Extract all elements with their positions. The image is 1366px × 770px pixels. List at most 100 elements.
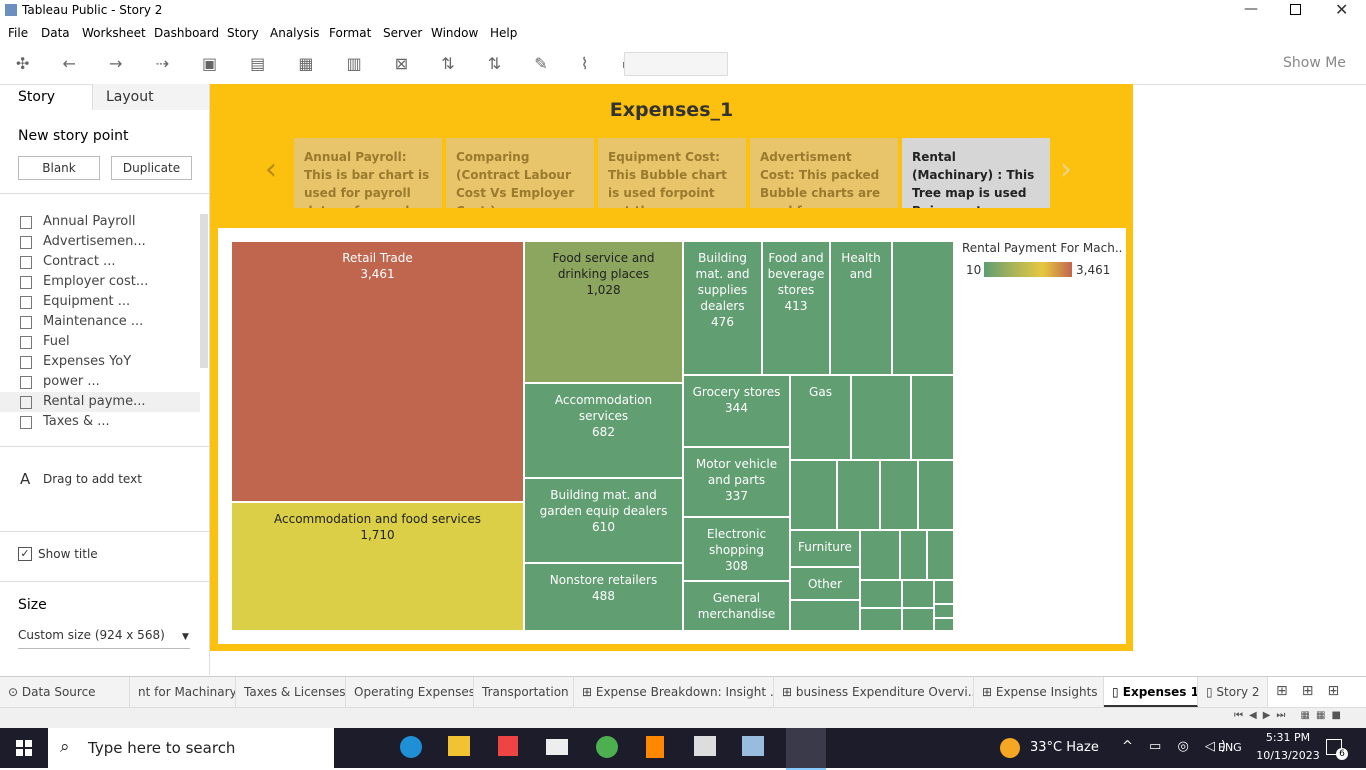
treemap-cell xyxy=(860,608,902,631)
cell-label: Accommodation and food services xyxy=(274,512,481,526)
sheet-tab[interactable]: Taxes & Licenses xyxy=(236,677,346,707)
store[interactable] xyxy=(498,736,518,756)
sheet-tab[interactable]: Transportation xyxy=(474,677,574,707)
menu-item[interactable]: Server xyxy=(383,26,423,40)
sheet-item[interactable]: Advertisemen... xyxy=(0,232,200,252)
treemap-cell xyxy=(900,530,927,580)
treemap-cell[interactable]: Building mat. and garden equip dealers 61… xyxy=(524,478,683,563)
edge[interactable] xyxy=(400,736,422,758)
notification-count: 6 xyxy=(1336,748,1348,760)
story-point[interactable]: Annual Payroll: This is bar chart is use… xyxy=(294,138,442,208)
treemap-cell[interactable]: Food service and drinking places 1,028 xyxy=(524,241,683,383)
treemap-cell[interactable]: Motor vehicle and parts 337 xyxy=(683,447,790,517)
field-dropdown[interactable] xyxy=(624,52,728,76)
notifications[interactable] xyxy=(1326,739,1342,755)
start[interactable] xyxy=(16,740,32,756)
menu-item[interactable]: Story xyxy=(227,26,259,40)
story-point[interactable]: Rental (Machinary) : This Tree map is us… xyxy=(902,138,1050,208)
sheet-tab[interactable]: ▯ Story 2 xyxy=(1198,677,1268,707)
cell-label: Accommodation services xyxy=(554,393,653,423)
sheet-tab[interactable]: ⊙ Data Source xyxy=(0,677,130,707)
mail[interactable] xyxy=(546,739,568,755)
window-title: Tableau Public - Story 2 xyxy=(22,3,163,17)
treemap-cell[interactable]: Accommodation services 682 xyxy=(524,383,683,478)
treemap-cell[interactable]: Electronic shopping 308 xyxy=(683,517,790,581)
treemap-cell xyxy=(934,604,954,618)
treemap-cell[interactable]: Health and xyxy=(830,241,892,375)
weather-icon xyxy=(1000,738,1020,758)
vlc[interactable] xyxy=(646,736,664,758)
next-arrow[interactable]: › xyxy=(1060,152,1072,187)
menu-item[interactable]: Dashboard xyxy=(154,26,220,40)
treemap-cell[interactable]: Nonstore retailers 488 xyxy=(524,563,683,631)
duplicate-button[interactable]: Duplicate xyxy=(111,156,192,180)
menu-item[interactable]: Data xyxy=(41,26,70,40)
explorer[interactable] xyxy=(448,736,470,756)
menu-item[interactable]: Analysis xyxy=(270,26,320,40)
menu-item[interactable]: Worksheet xyxy=(82,26,146,40)
story-point[interactable]: Comparing (Contract Labour Cost Vs Emplo… xyxy=(446,138,594,208)
tab-icon: ⊙ xyxy=(8,685,22,699)
close[interactable]: ✕ xyxy=(1335,0,1349,19)
sheet-item[interactable]: Fuel xyxy=(0,332,200,352)
sheet-item[interactable]: Rental payme... xyxy=(0,392,200,412)
sheet-item[interactable]: Taxes & ... xyxy=(0,412,200,432)
menu-item[interactable]: Help xyxy=(490,26,518,40)
menu-item[interactable]: Format xyxy=(329,26,372,40)
sheet-tab[interactable]: ▯ Expenses 1 xyxy=(1104,677,1198,707)
treemap-cell[interactable]: Accommodation and food services 1,710 xyxy=(231,502,524,631)
treemap-cell[interactable]: General merchandise xyxy=(683,581,790,631)
checkbox[interactable]: ✓ xyxy=(18,547,32,561)
search-box[interactable]: ⌕ Type here to search xyxy=(48,728,334,768)
chrome[interactable] xyxy=(596,736,618,758)
new-tab-icons[interactable]: ⊞⊞⊞ xyxy=(1276,683,1354,699)
sheet-item[interactable]: power ... xyxy=(0,372,200,392)
treemap-cell xyxy=(880,460,918,530)
tableau[interactable] xyxy=(786,728,826,770)
drag-text[interactable]: Drag to add text xyxy=(43,472,142,486)
sheet-item[interactable]: Expenses YoY xyxy=(0,352,200,372)
sheet-item[interactable]: Contract ... xyxy=(0,252,200,272)
sheet-item[interactable]: Equipment ... xyxy=(0,292,200,312)
sheet-tab[interactable]: Operating Expenses xyxy=(346,677,474,707)
treemap-cell[interactable]: Retail Trade 3,461 xyxy=(231,241,524,502)
minimize[interactable]: — xyxy=(1244,1,1258,17)
photos[interactable] xyxy=(742,736,764,756)
sheet-icon xyxy=(20,376,32,389)
treemap-cell[interactable]: Gas xyxy=(790,375,851,460)
treemap-cell[interactable]: Furniture xyxy=(790,530,860,567)
treemap-cell xyxy=(790,600,860,631)
sheet-item[interactable]: Annual Payroll xyxy=(0,212,200,232)
sheet-item[interactable]: Maintenance ... xyxy=(0,312,200,332)
treemap-cell[interactable]: Grocery stores 344 xyxy=(683,375,790,447)
cell-label: Grocery stores xyxy=(692,385,781,399)
prev-arrow[interactable]: ‹ xyxy=(265,152,277,187)
menu-item[interactable]: File xyxy=(8,26,29,40)
tab-layout[interactable]: Layout xyxy=(92,84,209,110)
sheet-tab[interactable]: ⊞ Expense Insights xyxy=(974,677,1104,707)
video[interactable] xyxy=(694,736,716,756)
menu-item[interactable]: Window xyxy=(431,26,479,40)
sheet-icon xyxy=(20,336,32,349)
tab-label: Story 2 xyxy=(1216,685,1260,699)
treemap-cell[interactable]: Food and beverage stores 413 xyxy=(762,241,830,375)
sheet-tab[interactable]: nt for Machinary xyxy=(130,677,236,707)
story-point[interactable]: Equipment Cost: This Bubble chart is use… xyxy=(598,138,746,208)
sheet-tab[interactable]: ⊞ business Expenditure Overvi... xyxy=(774,677,974,707)
treemap-cell xyxy=(837,460,880,530)
sheet-tab[interactable]: ⊞ Expense Breakdown: Insight ... xyxy=(574,677,774,707)
size-dropdown[interactable]: Custom size (924 x 568) xyxy=(18,628,190,649)
treemap-cell[interactable]: Building mat. and supplies dealers 476 xyxy=(683,241,762,375)
sheet-name: Rental payme... xyxy=(43,394,146,409)
sheet-item[interactable]: Employer cost... xyxy=(0,272,200,292)
blank-button[interactable]: Blank xyxy=(18,156,100,180)
treemap-cell[interactable]: Other xyxy=(790,567,860,600)
dropdown-arrow: ▼ xyxy=(182,632,189,642)
legend: Rental Payment For Mach.. 10 3,461 xyxy=(960,241,1122,281)
story-point[interactable]: Advertisment Cost: This packed Bubble ch… xyxy=(750,138,898,208)
tab-story[interactable]: Story xyxy=(18,89,55,105)
size-label: Size xyxy=(18,597,47,613)
show-me[interactable]: Show Me xyxy=(1283,55,1346,71)
treemap-cell xyxy=(790,460,837,530)
maximize[interactable] xyxy=(1290,4,1301,15)
